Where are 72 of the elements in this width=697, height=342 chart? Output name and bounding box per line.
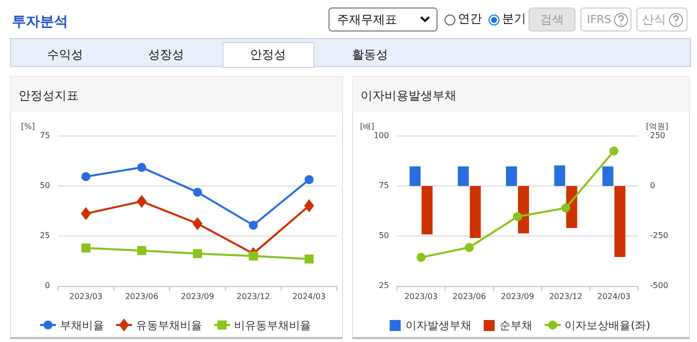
legend-label: 이자보상배율(좌) <box>564 319 650 332</box>
point <box>248 220 258 230</box>
bar <box>470 186 481 238</box>
point <box>80 207 91 220</box>
legend-label: 이자발생부채 <box>406 319 472 332</box>
point <box>81 172 90 182</box>
x-tick-label: 2023/12 <box>236 292 270 302</box>
y2-tick-label: -500 <box>650 281 668 290</box>
x-tick-label: 2023/03 <box>404 292 438 302</box>
point <box>561 204 570 212</box>
y-tick-label: 0 <box>44 281 50 290</box>
legend-label: 유동부채비율 <box>136 319 202 332</box>
text: 검색 <box>540 12 564 26</box>
x-tick-label: 2023/06 <box>452 292 486 302</box>
point <box>137 162 146 172</box>
y-axis-title: [%] <box>21 122 35 132</box>
point <box>192 217 202 230</box>
legend-label: 순부채 <box>500 319 533 332</box>
text: 주재무제표 <box>337 12 397 26</box>
bar <box>602 166 614 186</box>
y-tick-label: 75 <box>378 181 389 190</box>
bar <box>422 186 433 234</box>
point <box>609 146 618 156</box>
point <box>137 246 146 256</box>
point <box>81 244 90 252</box>
text: 투자분석 <box>12 14 68 30</box>
y-tick-label: 75 <box>40 131 50 140</box>
x-tick-label: 2023/09 <box>180 292 214 302</box>
y-tick-label: 50 <box>378 231 389 240</box>
y2-tick-label: -250 <box>650 231 668 240</box>
point <box>193 188 202 197</box>
point <box>513 212 522 222</box>
text: 안정성 <box>250 47 286 62</box>
point <box>304 199 314 212</box>
point <box>193 249 202 258</box>
y-tick-label: 25 <box>378 281 389 290</box>
chart-title: 안정성지표 <box>18 88 78 102</box>
point <box>416 252 426 262</box>
text: 수익성 <box>47 47 83 62</box>
point <box>304 175 314 184</box>
bar <box>614 186 626 257</box>
y-tick-label: 50 <box>40 181 50 190</box>
text: 활동성 <box>352 47 388 62</box>
bar <box>458 166 469 186</box>
legend-label: 부채비율 <box>60 319 104 332</box>
bar <box>410 166 421 186</box>
text: 산식 <box>642 12 666 26</box>
x-tick-label: 2023/03 <box>69 292 103 302</box>
text: IFRS <box>587 13 612 26</box>
y-tick-label: 25 <box>40 231 50 240</box>
x-tick-label: 2024/03 <box>292 292 326 302</box>
bar <box>518 186 529 234</box>
point <box>464 242 474 252</box>
y2-tick-label: 0 <box>650 181 656 190</box>
text: 연간 <box>458 11 482 26</box>
x-tick-label: 2024/03 <box>597 292 631 302</box>
y2-tick-label: 250 <box>650 131 666 140</box>
legend-label: 비유동부채비율 <box>234 319 311 332</box>
y2-axis-title: [억원] <box>646 122 668 132</box>
bar <box>506 166 517 186</box>
bar <box>554 165 566 186</box>
y-tick-label: 100 <box>374 131 389 140</box>
point <box>304 254 314 264</box>
text: 성장성 <box>148 47 184 62</box>
chart-title: 이자비용발생부채 <box>360 88 456 102</box>
point <box>136 194 147 208</box>
x-tick-label: 2023/12 <box>549 292 582 302</box>
x-tick-label: 2023/06 <box>125 292 158 302</box>
x-tick-label: 2023/09 <box>500 292 534 302</box>
point <box>248 252 258 260</box>
y-axis-title: [배] <box>360 122 374 132</box>
text: 분기 <box>502 11 526 26</box>
